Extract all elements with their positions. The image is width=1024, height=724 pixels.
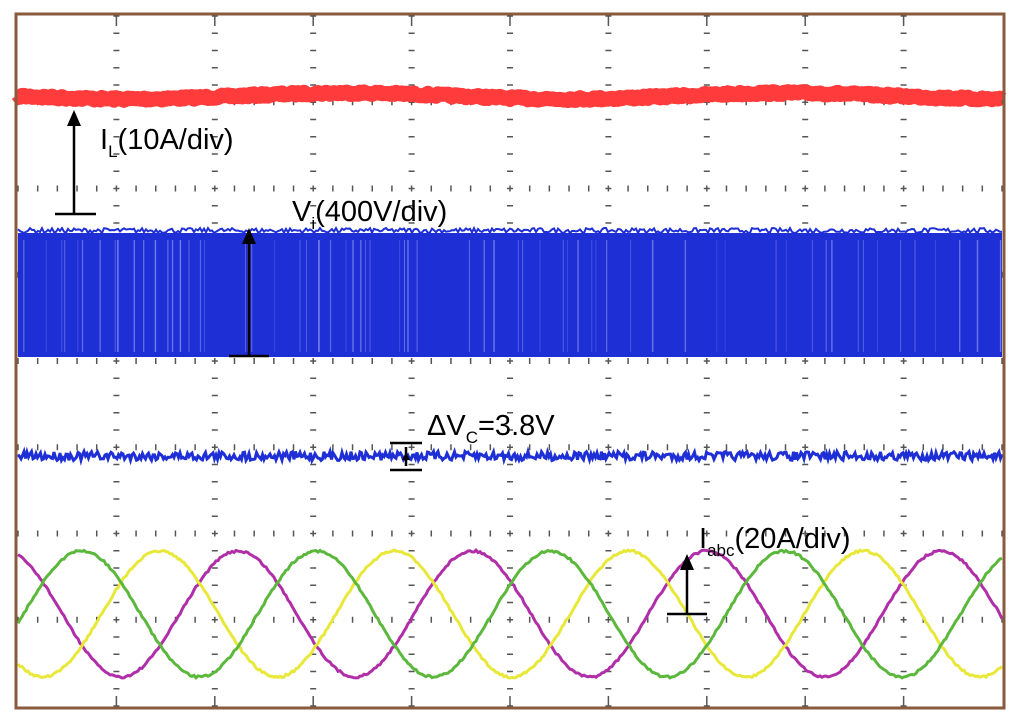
phase-a-line: [17, 548, 1004, 680]
iabc-scale-marker: [667, 568, 707, 616]
trace-i-abc: [16, 548, 1004, 681]
vi-scale-marker: [229, 242, 269, 358]
phase-b-line: [16, 548, 1003, 680]
vi-pwm-band: [18, 233, 1002, 357]
phase-c-line: [16, 548, 1003, 681]
plot-frame: [14, 12, 1006, 710]
vi-pwm-edge: [17, 225, 1003, 236]
vc-ripple-line: [16, 445, 1004, 466]
iabc-label: Iabc(20A/div): [699, 523, 851, 560]
trace-il: [11, 84, 1008, 108]
iabc-arrow-head: [680, 554, 694, 570]
trace-vi: [17, 225, 1003, 357]
vi-label: Vi(400V/div): [292, 196, 447, 233]
vi-arrow-head: [242, 228, 256, 244]
il-scale-marker: [55, 124, 96, 216]
il-line: [11, 84, 1008, 108]
delta-vc-label: ΔVC=3.8V: [427, 410, 555, 447]
il-arrow-head: [67, 110, 81, 126]
il-label: IL(10A/div): [100, 124, 234, 161]
trace-delta-vc: [16, 445, 1004, 466]
vc-arrow-head: [402, 452, 410, 460]
